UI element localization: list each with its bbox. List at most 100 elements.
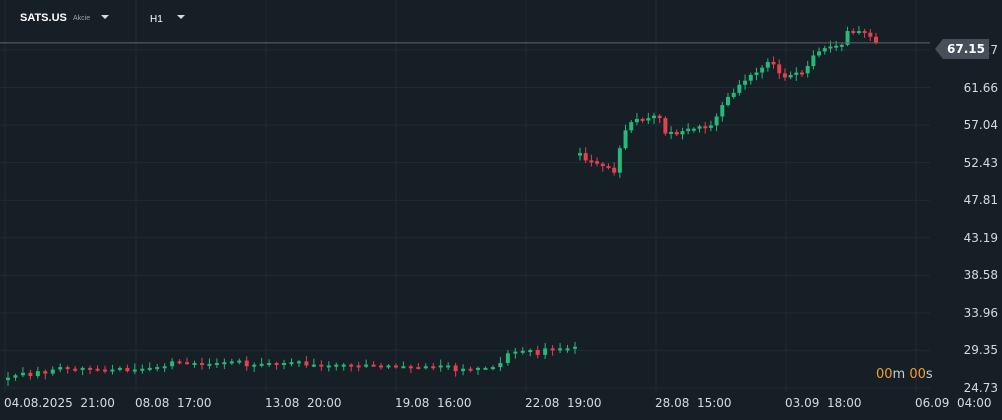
price-tick-label: 52.43	[963, 155, 998, 170]
candle-down	[177, 361, 182, 364]
candle-down	[453, 365, 458, 372]
price-tick-label: 61.66	[963, 80, 998, 95]
last-price-tag: 67.15	[935, 39, 989, 59]
candle-down	[319, 364, 324, 367]
candle-up	[805, 66, 810, 74]
candle-up	[708, 125, 713, 128]
price-tick-label: 38.58	[963, 268, 998, 283]
time-tick-label: 28.08 15:00	[655, 396, 732, 410]
candle-down	[244, 360, 249, 367]
candle-up	[765, 61, 770, 68]
candle-up	[13, 375, 18, 378]
candle-down	[640, 118, 645, 121]
countdown-seconds: 00	[909, 367, 926, 382]
timeframe-dropdown-caret-icon[interactable]	[177, 15, 185, 19]
timeframe-selector[interactable]: H1	[150, 14, 163, 25]
candle-down	[95, 368, 100, 371]
candle-down	[274, 363, 279, 366]
candle-up	[364, 364, 369, 367]
candle-down	[125, 367, 130, 372]
candle-down	[782, 73, 787, 78]
candle-up	[839, 44, 844, 47]
candle-up	[192, 363, 197, 366]
time-tick-label: 06.09 04:00	[915, 396, 992, 410]
chart-toolbar: SATS.US Akcie H1	[0, 0, 1002, 36]
candle-up	[697, 126, 702, 129]
time-tick-label: 08.08 17:00	[135, 396, 212, 410]
candle-up	[476, 367, 481, 370]
candle-up	[731, 92, 736, 97]
candle-down	[800, 72, 804, 75]
candle-up	[229, 361, 234, 364]
candle-down	[851, 31, 856, 34]
candle-up	[817, 51, 822, 56]
symbol-name[interactable]: SATS.US	[20, 12, 67, 24]
candle-down	[612, 167, 617, 173]
candle-up	[754, 72, 759, 75]
price-tick-label: 29.35	[963, 343, 998, 358]
candle-down	[600, 163, 605, 167]
candle-up	[748, 74, 753, 81]
candle-up	[446, 365, 451, 368]
candle-down	[185, 362, 190, 365]
candle-up	[565, 348, 570, 351]
candle-up	[811, 55, 816, 67]
candle-down	[43, 371, 48, 374]
candle-up	[58, 367, 63, 370]
candle-countdown: 00m 00s	[876, 367, 933, 382]
candle-down	[379, 365, 384, 368]
candle-down	[393, 365, 398, 368]
candle-down	[356, 365, 361, 368]
candle-up	[282, 363, 287, 366]
candle-down	[408, 366, 413, 369]
time-tick-label: 04.08.2025 21:00	[4, 396, 115, 410]
candle-up	[490, 367, 495, 370]
candle-up	[726, 96, 730, 106]
candle-up	[794, 72, 799, 75]
candle-down	[65, 367, 70, 370]
symbol-type-label: Akcie	[73, 15, 91, 22]
price-tick-label: 47.81	[963, 193, 998, 208]
candle-down	[663, 118, 668, 134]
candle-up	[760, 67, 765, 73]
candle-up	[714, 116, 719, 126]
candle-up	[289, 362, 294, 365]
candle-up	[117, 367, 122, 370]
candle-down	[371, 364, 376, 367]
candle-down	[595, 161, 600, 164]
candle-up	[520, 350, 525, 353]
candle-down	[657, 115, 662, 119]
candle-up	[788, 74, 793, 78]
candle-up	[132, 369, 137, 372]
candle-up	[686, 128, 691, 132]
candle-up	[35, 371, 40, 377]
candle-up	[691, 128, 696, 131]
candle-up	[237, 360, 242, 363]
symbol-dropdown-caret-icon[interactable]	[101, 15, 109, 19]
candle-up	[498, 363, 503, 368]
candle-up	[326, 365, 331, 368]
candle-down	[771, 61, 776, 65]
candle-up	[573, 346, 577, 349]
candle-up	[461, 368, 466, 372]
price-tick-label: 43.19	[963, 230, 998, 245]
time-tick-label: 19.08 16:00	[395, 396, 472, 410]
candle-up	[578, 153, 582, 156]
candle-down	[535, 350, 540, 355]
candle-up	[834, 45, 839, 48]
candle-down	[416, 367, 421, 370]
candle-up	[296, 361, 301, 364]
candle-up	[252, 364, 257, 367]
candle-up	[214, 363, 219, 366]
candle-down	[674, 131, 679, 135]
candle-up	[528, 350, 533, 353]
candle-up	[720, 105, 725, 117]
candle-up	[543, 348, 548, 355]
candle-down	[874, 36, 878, 43]
candle-down	[199, 363, 204, 366]
candle-down	[606, 166, 611, 169]
candle-up	[423, 366, 428, 369]
candle-up	[669, 131, 674, 134]
